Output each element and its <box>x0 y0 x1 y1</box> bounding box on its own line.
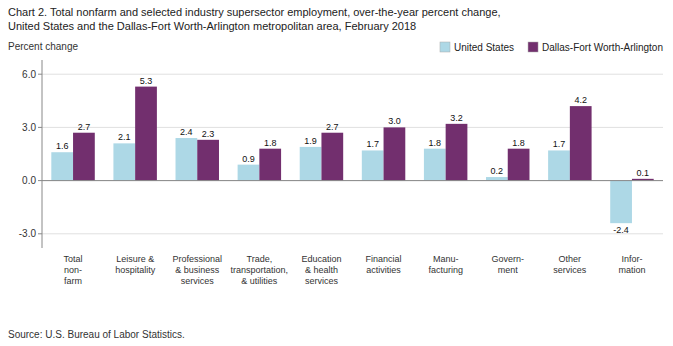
data-label: 2.1 <box>118 132 131 142</box>
data-labels: 1.6 2.1 2.4 0.9 1.9 1.7 1.8 0.2 1.7 -2.4 2.7 5.3 2.3… <box>56 76 649 236</box>
bar <box>197 140 219 181</box>
bar <box>424 149 446 181</box>
bar <box>135 87 157 181</box>
y-axis-line <box>42 60 43 248</box>
x-tick-label: Govern-ment <box>491 254 524 275</box>
y-tick <box>38 74 42 75</box>
bar <box>446 124 468 181</box>
y-tick-label: 3.0 <box>22 122 36 133</box>
y-tick-label: 6.0 <box>22 69 36 80</box>
data-label: 1.7 <box>366 139 379 149</box>
data-label: -2.4 <box>613 225 629 235</box>
bar <box>384 127 406 180</box>
data-label: 3.2 <box>450 113 463 123</box>
data-label: 1.9 <box>304 136 317 146</box>
legend: United States Dallas-Fort Worth-Arlington <box>440 42 663 53</box>
x-axis: Totalnon-farm Leisure &hospitality Profess… <box>64 254 646 286</box>
legend-swatch <box>440 42 450 52</box>
data-label: 2.7 <box>78 122 91 132</box>
x-tick-label: Infor-mation <box>618 254 645 275</box>
bar <box>321 133 343 181</box>
legend-item: Dallas-Fort Worth-Arlington <box>528 42 663 53</box>
bar <box>570 106 592 180</box>
bar <box>238 165 260 181</box>
bar <box>548 150 570 180</box>
grid-line <box>42 180 663 181</box>
data-label: 1.6 <box>56 141 69 151</box>
data-label: 2.3 <box>202 129 215 139</box>
y-axis: -3.0 0.0 3.0 6.0 <box>19 60 42 248</box>
data-label: 0.1 <box>637 168 650 178</box>
grid-line <box>42 74 663 75</box>
x-tick-label: Leisure &hospitality <box>115 254 156 275</box>
bar <box>486 177 508 181</box>
bars <box>51 87 653 224</box>
bar <box>610 181 632 224</box>
data-label: 3.0 <box>388 116 401 126</box>
bar <box>73 133 95 181</box>
x-tick-label: Financialactivities <box>366 254 402 275</box>
bar <box>362 150 384 180</box>
bar <box>259 149 281 181</box>
y-tick <box>38 180 42 181</box>
x-tick-label: Trade,transportation,& utilities <box>231 254 289 286</box>
zero-line <box>42 180 663 181</box>
chart: Chart 2. Total nonfarm and selected indu… <box>0 0 673 346</box>
bar <box>176 138 198 181</box>
x-tick-label: Totalnon-farm <box>64 254 83 286</box>
source: Source: U.S. Bureau of Labor Statistics. <box>8 329 185 340</box>
bar <box>508 149 530 181</box>
title: Chart 2. Total nonfarm and selected indu… <box>8 6 501 18</box>
data-label: 1.8 <box>264 138 277 148</box>
data-label: 1.7 <box>553 139 566 149</box>
data-label: 2.4 <box>180 127 193 137</box>
grid-line <box>42 233 663 234</box>
y-tick-label: 0.0 <box>22 175 36 186</box>
y-axis-label: Percent change <box>8 41 78 52</box>
x-tick-label: Manu-facturing <box>428 254 463 275</box>
y-tick <box>38 127 42 128</box>
legend-label: Dallas-Fort Worth-Arlington <box>542 42 663 53</box>
data-label: 0.9 <box>242 154 255 164</box>
grid <box>42 74 663 234</box>
x-tick-label: Education& healthservices <box>301 254 341 286</box>
data-label: 1.8 <box>512 138 525 148</box>
data-label: 1.8 <box>429 138 442 148</box>
bar <box>51 152 73 180</box>
data-label: 4.2 <box>574 95 587 105</box>
y-tick <box>38 233 42 234</box>
x-tick-label: Professional& businessservices <box>172 254 222 286</box>
data-label: 5.3 <box>140 76 153 86</box>
legend-item: United States <box>440 42 514 53</box>
y-tick-label: -3.0 <box>19 228 37 239</box>
legend-swatch <box>528 42 538 52</box>
data-label: 0.2 <box>491 166 504 176</box>
subtitle: United States and the Dallas-Fort Worth-… <box>8 20 416 32</box>
bar <box>113 143 135 180</box>
legend-label: United States <box>454 42 514 53</box>
x-tick-label: Otherservices <box>553 254 587 275</box>
data-label: 2.7 <box>326 122 339 132</box>
bar <box>300 147 322 181</box>
